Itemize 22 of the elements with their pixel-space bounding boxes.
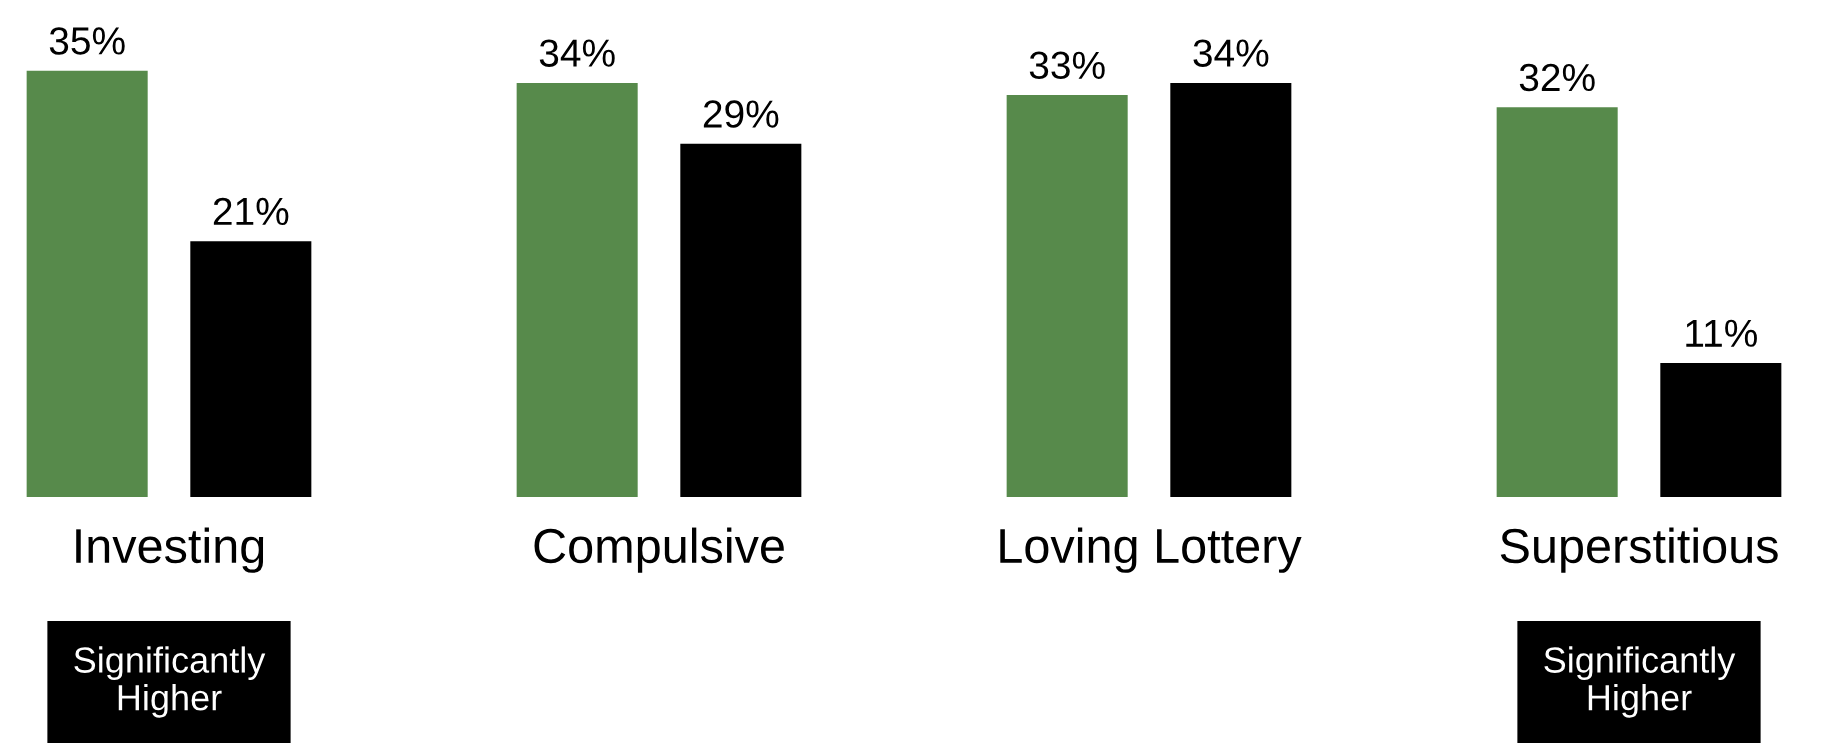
data-label: 32%	[1519, 63, 1595, 92]
data-label: 35%	[49, 27, 125, 55]
bar	[516, 82, 638, 497]
bar	[1006, 95, 1128, 497]
bar	[680, 143, 802, 497]
text: Significantly Higher	[74, 646, 266, 718]
text: Significantly Higher	[1544, 646, 1736, 718]
bar	[1496, 107, 1618, 497]
data-label: 34%	[539, 39, 615, 67]
bar	[1660, 363, 1782, 497]
data-label: 21%	[213, 197, 289, 226]
x-tick-label: Superstitious	[1500, 527, 1778, 573]
bar	[1170, 82, 1292, 497]
x-tick-label: Loving Lottery	[1000, 527, 1302, 573]
bar	[26, 70, 148, 497]
x-tick-label: Investing	[76, 527, 264, 573]
x-tick-label: Compulsive	[534, 527, 784, 573]
data-label: 34%	[1193, 39, 1269, 67]
data-label: 33%	[1029, 51, 1105, 80]
bar	[190, 241, 312, 497]
data-label: 29%	[703, 100, 779, 128]
data-label: 11%	[1686, 319, 1757, 347]
